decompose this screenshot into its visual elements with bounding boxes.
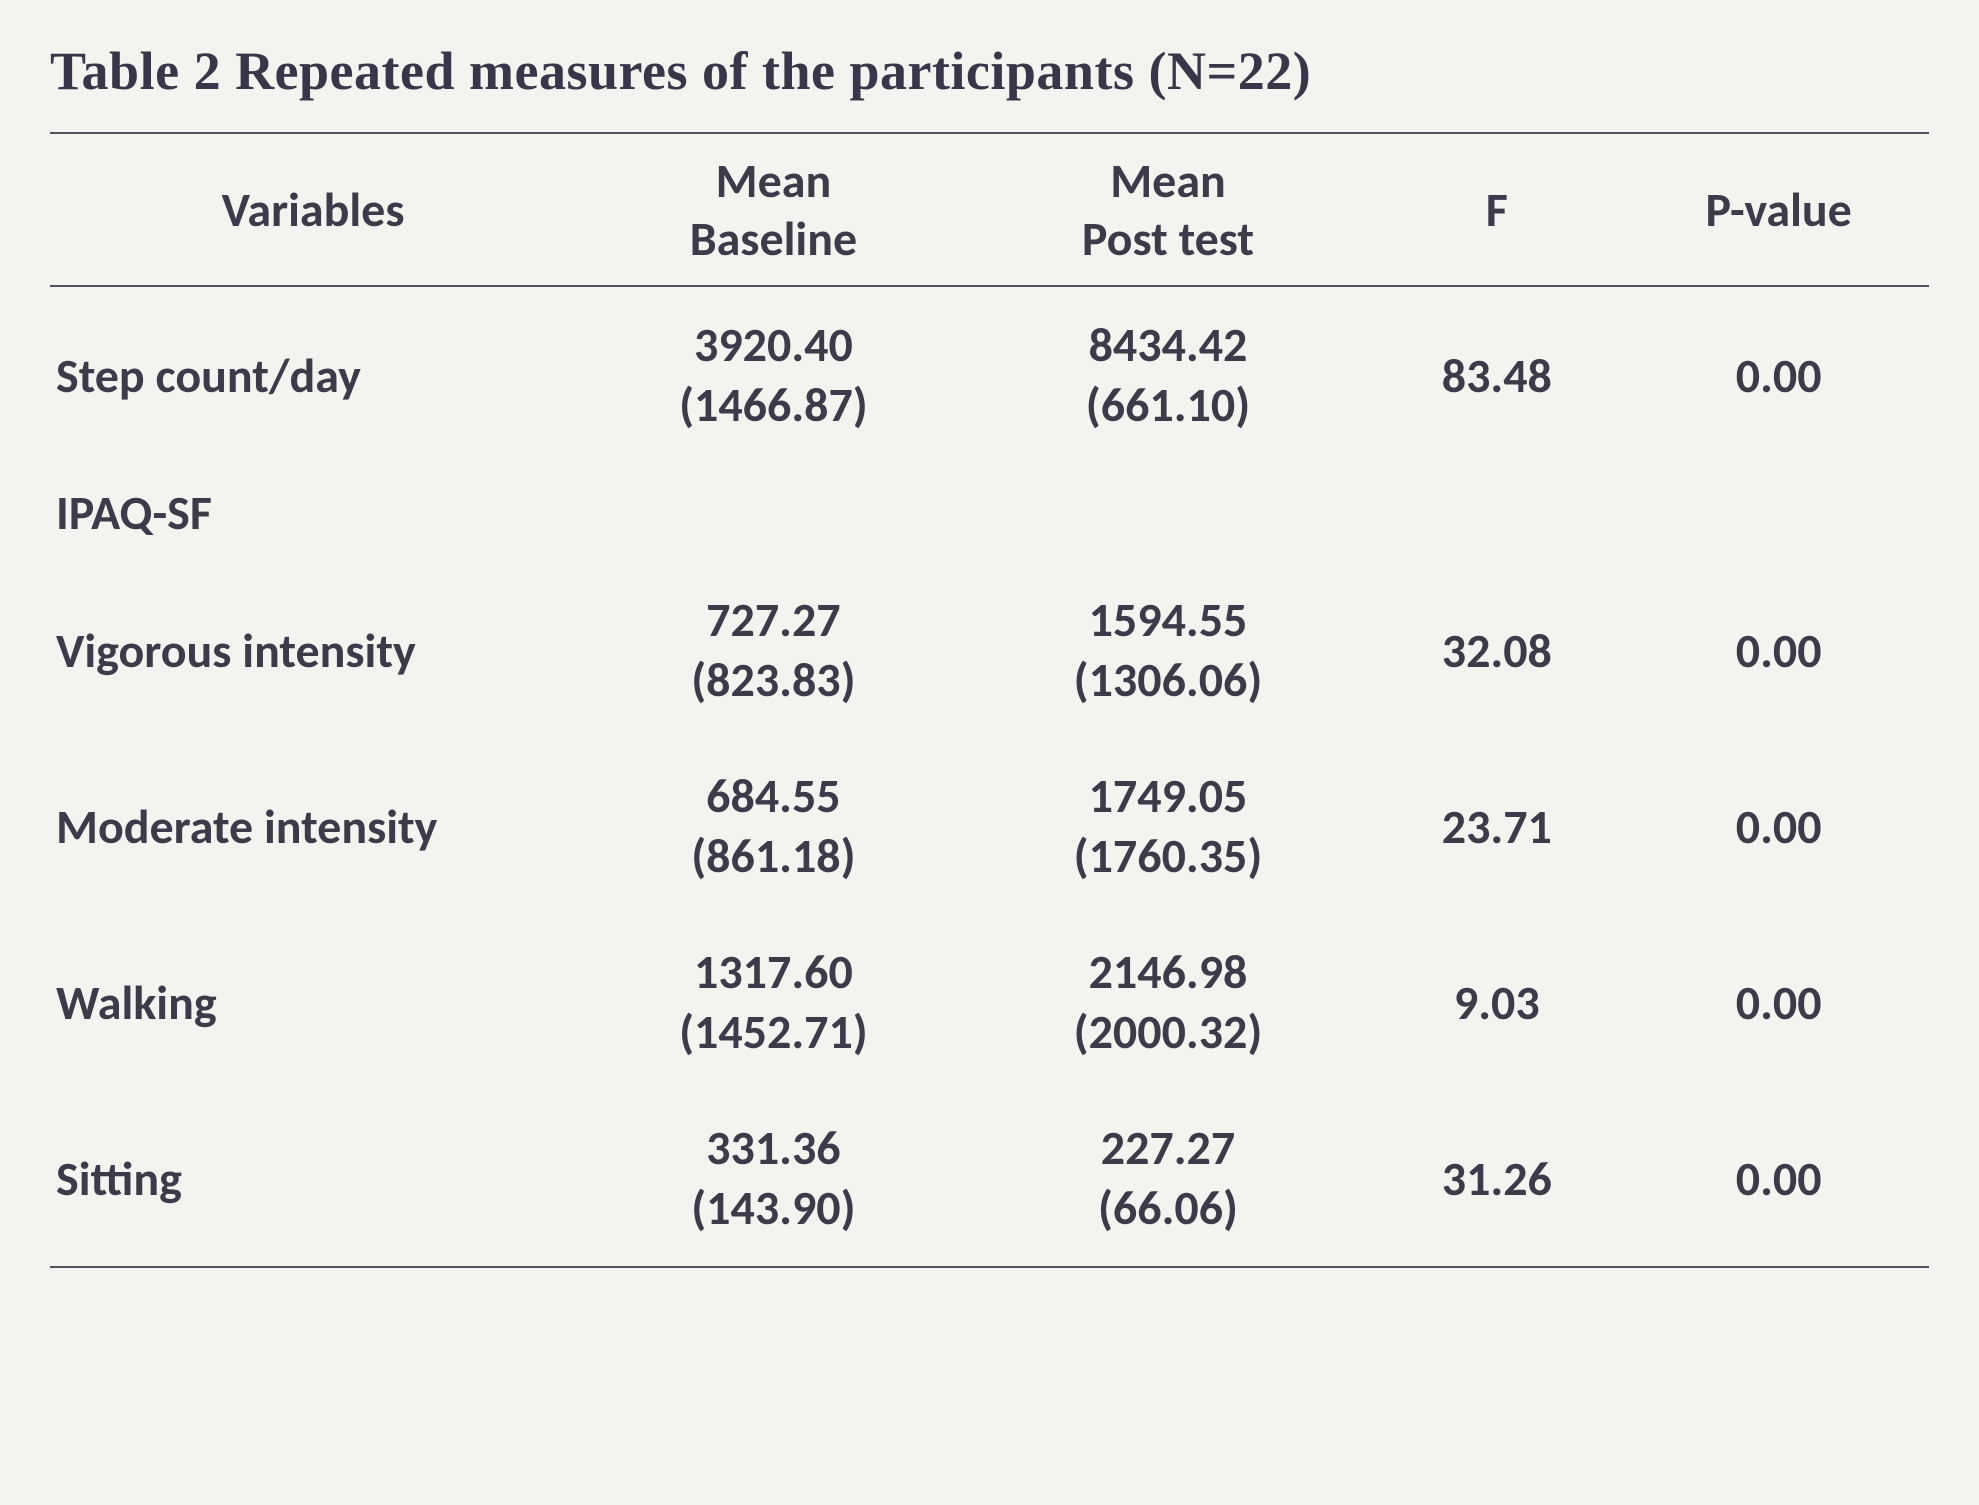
cell-posttest: 227.27 (66.06) [971,1090,1366,1267]
col-header-label: Mean [1110,151,1226,210]
cell-baseline [576,463,971,562]
cell-value-sd: (2000.32) [981,1002,1356,1062]
col-header-mean-baseline: Mean Baseline [576,133,971,286]
cell-value-mean: 3920.40 [586,315,961,375]
col-header-label: Variables [222,180,405,239]
table-row: Step count/day 3920.40 (1466.87) 8434.42… [50,286,1929,463]
cell-posttest: 1594.55 (1306.06) [971,562,1366,738]
cell-f: 31.26 [1365,1090,1628,1267]
cell-posttest: 1749.05 (1760.35) [971,738,1366,914]
cell-value-sd: (1466.87) [586,375,961,435]
table-row: IPAQ-SF [50,463,1929,562]
cell-baseline: 684.55 (861.18) [576,738,971,914]
cell-value-sd: (1760.35) [981,826,1356,886]
table-header-row: Variables Mean Baseline Mean Post test [50,133,1929,286]
cell-value-mean: 1594.55 [981,590,1356,650]
cell-value-mean: 227.27 [981,1118,1356,1178]
col-header-variables: Variables [50,133,576,286]
cell-value-mean: 2146.98 [981,942,1356,1002]
cell-value-sd: (1452.71) [586,1002,961,1062]
cell-value-mean: 684.55 [586,766,961,826]
col-header-label: F [1486,180,1508,239]
cell-f: 9.03 [1365,914,1628,1090]
table-title: Table 2 Repeated measures of the partici… [50,40,1929,102]
cell-pvalue: 0.00 [1628,914,1929,1090]
col-header-f: F [1365,133,1628,286]
col-header-mean-posttest: Mean Post test [971,133,1366,286]
cell-posttest: 8434.42 (661.10) [971,286,1366,463]
cell-value-sd: (823.83) [586,650,961,710]
cell-value-sd: (1306.06) [981,650,1356,710]
cell-pvalue: 0.00 [1628,1090,1929,1267]
col-header-label: Baseline [586,210,961,268]
cell-value-sd: (861.18) [586,826,961,886]
cell-variable: Step count/day [50,286,576,463]
cell-baseline: 727.27 (823.83) [576,562,971,738]
cell-pvalue [1628,463,1929,562]
cell-f: 32.08 [1365,562,1628,738]
cell-variable: Walking [50,914,576,1090]
cell-variable: Moderate intensity [50,738,576,914]
cell-baseline: 331.36 (143.90) [576,1090,971,1267]
col-header-label: Mean [716,151,832,210]
cell-value-mean: 331.36 [586,1118,961,1178]
cell-posttest: 2146.98 (2000.32) [971,914,1366,1090]
cell-variable: Sitting [50,1090,576,1267]
cell-baseline: 3920.40 (1466.87) [576,286,971,463]
cell-value-sd: (661.10) [981,375,1356,435]
cell-pvalue: 0.00 [1628,738,1929,914]
cell-value-mean: 1317.60 [586,942,961,1002]
col-header-label: P-value [1706,180,1852,239]
cell-posttest [971,463,1366,562]
cell-pvalue: 0.00 [1628,286,1929,463]
table-row: Moderate intensity 684.55 (861.18) 1749.… [50,738,1929,914]
col-header-pvalue: P-value [1628,133,1929,286]
page-container: Table 2 Repeated measures of the partici… [0,0,1979,1505]
cell-f [1365,463,1628,562]
cell-pvalue: 0.00 [1628,562,1929,738]
cell-value-mean: 1749.05 [981,766,1356,826]
table-row: Walking 1317.60 (1452.71) 2146.98 (2000.… [50,914,1929,1090]
cell-variable: Vigorous intensity [50,562,576,738]
cell-value-sd: (66.06) [981,1178,1356,1238]
cell-baseline: 1317.60 (1452.71) [576,914,971,1090]
cell-f: 23.71 [1365,738,1628,914]
cell-f: 83.48 [1365,286,1628,463]
cell-value-mean: 727.27 [586,590,961,650]
col-header-label: Post test [981,210,1356,268]
cell-value-sd: (143.90) [586,1178,961,1238]
table-row: Sitting 331.36 (143.90) 227.27 (66.06) 3… [50,1090,1929,1267]
table-row: Vigorous intensity 727.27 (823.83) 1594.… [50,562,1929,738]
cell-value-mean: 8434.42 [981,315,1356,375]
data-table: Variables Mean Baseline Mean Post test [50,132,1929,1268]
cell-variable: IPAQ-SF [50,463,576,562]
